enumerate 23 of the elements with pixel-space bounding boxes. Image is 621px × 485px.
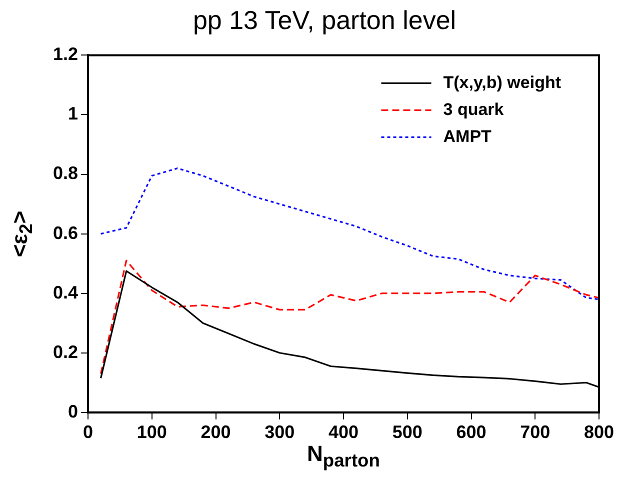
x-tick-label: 800 (584, 422, 614, 442)
y-tick-label: 0.2 (52, 342, 78, 362)
x-tick-label: 500 (392, 422, 422, 442)
y-tick-label: 1 (68, 104, 78, 124)
x-tick-label: 300 (264, 422, 295, 442)
legend-label: 3 quark (443, 100, 504, 119)
y-tick-label: 0 (68, 401, 78, 422)
y-tick-label: 1.2 (52, 44, 78, 64)
y-tick-label: 0.8 (52, 163, 78, 184)
legend-label: T(x,y,b) weight (443, 72, 562, 92)
x-tick-label: 400 (328, 422, 359, 442)
line-series (100, 260, 599, 375)
chart-title: pp 13 TeV, parton level (192, 4, 456, 35)
x-tick-label: 700 (520, 422, 550, 442)
y-tick-label: 0.6 (52, 222, 78, 243)
y-tick-label: 0.4 (52, 282, 78, 302)
x-tick-label: 100 (136, 422, 167, 442)
line-series (100, 168, 599, 300)
x-tick-label: 0 (83, 422, 94, 442)
legend-label: AMPT (443, 126, 492, 146)
x-tick-label: 600 (456, 422, 486, 442)
x-tick-label: 200 (200, 422, 231, 442)
x-axis-title: N$_{parton}$ (306, 441, 381, 472)
